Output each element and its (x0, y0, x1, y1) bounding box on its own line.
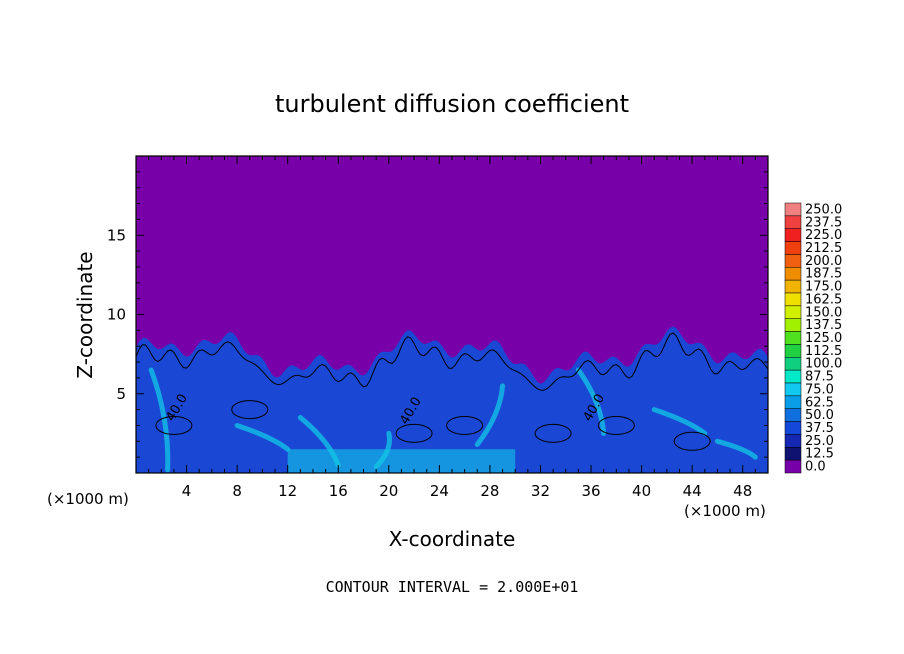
turbulent-boundary-layer (136, 326, 768, 473)
colorbar-swatch (784, 459, 802, 474)
colorbar-label: 25.0 (805, 434, 834, 449)
x-axis-label: X-coordinate (389, 527, 516, 551)
y-tick-label: 15 (107, 226, 126, 244)
colorbar-swatch (784, 215, 802, 229)
x-tick-label: 8 (232, 482, 242, 500)
x-tick-label: 20 (379, 482, 398, 500)
chart-title: turbulent diffusion coefficient (275, 90, 629, 118)
x-tick-label: 36 (581, 482, 600, 500)
colorbar-label: 62.5 (805, 395, 834, 410)
colorbar-label: 187.5 (805, 267, 842, 282)
colorbar-swatch (784, 434, 802, 448)
x-tick-label: 44 (683, 482, 702, 500)
colorbar-swatch (784, 447, 802, 461)
colorbar-label: 150.0 (805, 305, 842, 320)
high-diffusion-streaks (148, 367, 758, 473)
colorbar-label: 212.5 (805, 241, 842, 256)
colorbar-swatch (784, 421, 802, 435)
colorbar-swatch (784, 279, 802, 294)
colorbar-label: 237.5 (805, 215, 842, 230)
x-tick-label: 40 (632, 482, 651, 500)
colorbar: 250.0237.5225.0212.5200.0187.5175.0162.5… (784, 202, 842, 475)
colorbar-swatch (784, 202, 802, 217)
x-tick-label: 28 (480, 482, 499, 500)
colorbar-swatch (784, 382, 802, 397)
x-tick-label: 32 (531, 482, 550, 500)
x-tick-label: 48 (733, 482, 752, 500)
contour-lines (136, 332, 768, 451)
colorbar-label: 87.5 (805, 370, 834, 385)
colorbar-label: 12.5 (805, 447, 834, 462)
x-tick-label: 16 (329, 482, 348, 500)
plot-area: 40.0 40.0 40.0 (136, 156, 768, 473)
y-axis-ticks: 5 10 15 (107, 171, 768, 458)
colorbar-label: 50.0 (805, 408, 834, 423)
colorbar-swatch (784, 344, 802, 358)
colorbar-swatch (784, 357, 802, 371)
colorbar-swatch (784, 292, 802, 307)
x-unit-right: (×1000 m) (684, 502, 766, 520)
y-tick-label: 5 (116, 385, 126, 403)
x-tick-label: 4 (182, 482, 192, 500)
x-axis-ticks: 4 8 12 16 20 24 28 32 36 40 44 48 (148, 156, 756, 500)
x-tick-label: 12 (278, 482, 297, 500)
x-tick-label: 24 (430, 482, 449, 500)
colorbar-swatch (784, 331, 802, 345)
colorbar-label: 125.0 (805, 331, 842, 346)
colorbar-swatch (784, 228, 802, 242)
colorbar-label: 100.0 (805, 357, 842, 372)
colorbar-label: 112.5 (805, 344, 842, 359)
colorbar-label: 37.5 (805, 421, 834, 436)
colorbar-label: 75.0 (805, 382, 834, 397)
colorbar-swatch (784, 305, 802, 319)
x-unit-left: (×1000 m) (47, 490, 129, 508)
colorbar-swatch (784, 267, 802, 281)
colorbar-label: 137.5 (805, 318, 842, 333)
colorbar-label: 225.0 (805, 228, 842, 243)
colorbar-swatch (784, 395, 802, 409)
colorbar-label: 250.0 (805, 202, 842, 217)
y-tick-label: 10 (107, 306, 126, 324)
y-axis-label: Z-coordinate (73, 251, 97, 378)
colorbar-swatch (784, 318, 802, 332)
colorbar-swatch (784, 254, 802, 268)
colorbar-swatch (784, 241, 802, 255)
colorbar-label: 162.5 (805, 292, 842, 307)
contour-interval-note: CONTOUR INTERVAL = 2.000E+01 (326, 578, 579, 596)
colorbar-swatch (784, 369, 802, 384)
colorbar-label: 200.0 (805, 254, 842, 269)
colorbar-label: 175.0 (805, 280, 842, 295)
colorbar-swatch (784, 408, 802, 422)
colorbar-label: 0.0 (805, 460, 826, 475)
